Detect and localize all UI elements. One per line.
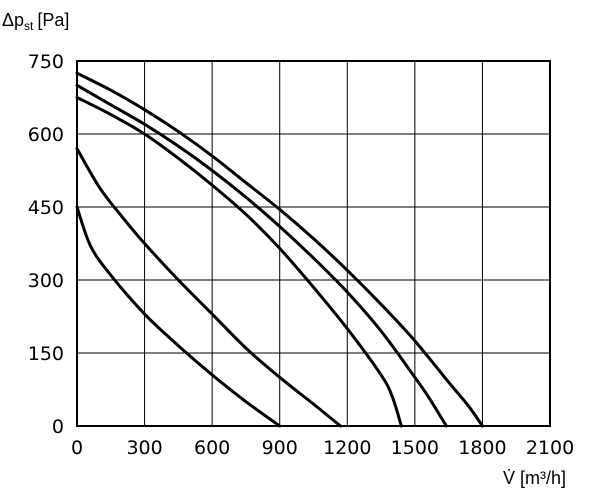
y-tick-label: 300 <box>28 270 64 292</box>
series-line-1 <box>75 205 282 428</box>
y-axis-subscript: st <box>24 19 34 33</box>
x-axis-symbol: V̇ <box>503 468 515 488</box>
x-tick-label: 1200 <box>323 437 371 459</box>
grid <box>77 61 550 426</box>
series-curves <box>75 71 484 428</box>
x-tick-label: 2100 <box>526 437 574 459</box>
y-tick-label: 450 <box>28 197 64 219</box>
x-axis-label: V̇ [m³/h] <box>503 468 566 488</box>
series-line-2 <box>75 147 343 428</box>
x-tick-label: 0 <box>71 437 83 459</box>
y-tick-label: 0 <box>52 416 64 438</box>
y-tick-label: 750 <box>28 51 64 73</box>
plot-frame <box>76 60 551 427</box>
x-tick-label: 1800 <box>458 437 506 459</box>
x-axis-unit: [m³/h] <box>520 468 566 488</box>
series-line-3 <box>75 96 403 428</box>
y-axis-symbol: Δp <box>2 10 24 30</box>
series-line-5 <box>75 71 484 428</box>
y-axis-unit: [Pa] <box>37 10 69 30</box>
y-tick-labels: 0 150 300 450 600 750 <box>28 51 64 438</box>
series-line-4 <box>75 83 448 428</box>
x-tick-label: 900 <box>262 437 298 459</box>
y-axis-label: Δpst [Pa] <box>2 10 69 33</box>
x-tick-label: 1500 <box>391 437 439 459</box>
x-tick-labels: 0 300 600 900 1200 1500 1800 2100 <box>71 437 574 459</box>
y-tick-label: 150 <box>28 343 64 365</box>
x-tick-label: 600 <box>194 437 230 459</box>
x-tick-label: 300 <box>126 437 162 459</box>
y-tick-label: 600 <box>28 124 64 146</box>
